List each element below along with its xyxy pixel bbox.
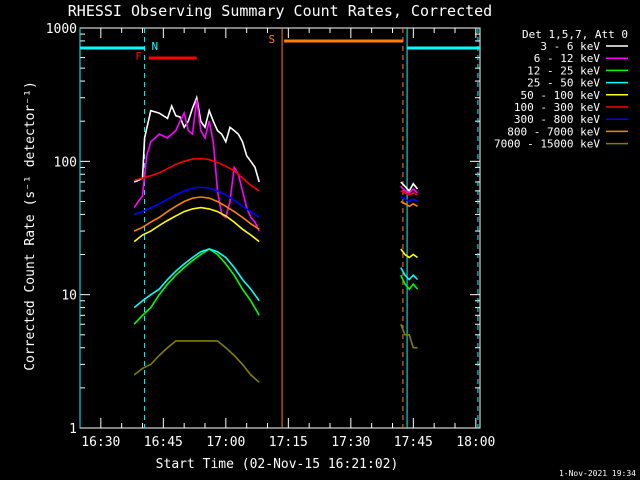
series-late-segment-1 (400, 185, 419, 194)
series-line-3 (133, 248, 260, 309)
series-group (133, 94, 419, 383)
x-axis-label: Start Time (02-Nov-15 16:21:02) (156, 457, 399, 472)
legend-entry-label: 6 - 12 keV (534, 52, 601, 65)
series-line-4 (133, 206, 260, 243)
x-tick-label: 17:30 (331, 435, 370, 450)
y-tick-label: 10 (61, 289, 77, 304)
series-late-segment-8 (400, 323, 418, 349)
legend-entry-label: 800 - 7000 keV (507, 125, 600, 138)
flag-label-n: N (151, 40, 158, 53)
x-tick-label: 18:00 (456, 435, 495, 450)
vertical-markers (79, 28, 479, 428)
legend-entry-label: 300 - 800 keV (514, 113, 600, 126)
series-late-segment-6 (400, 195, 418, 203)
series-late-segment-7 (400, 200, 418, 208)
legend-entry-label: 50 - 100 keV (521, 89, 601, 102)
x-axis: 16:30 16:45 17:00 17:15 17:30 17:45 18:00 (81, 28, 495, 450)
legend-entry-label: 7000 - 15000 keV (494, 138, 600, 151)
y-tick-label: 100 (54, 155, 77, 170)
legend-entry-label: 25 - 50 keV (527, 77, 600, 90)
series-late-segment-3 (400, 267, 419, 281)
series-late-segment-4 (400, 248, 418, 259)
series-line-0 (133, 94, 260, 183)
y-axis-label: Corrected Count Rate (s⁻¹ detector⁻¹) (23, 81, 38, 371)
series-line-1 (133, 99, 260, 232)
series-line-5 (133, 157, 260, 192)
x-tick-label: 16:30 (81, 435, 120, 450)
series-line-6 (133, 186, 260, 219)
chart-title: RHESSI Observing Summary Count Rates, Co… (68, 2, 492, 20)
x-tick-label: 17:00 (206, 435, 245, 450)
y-tick-label: 1000 (46, 22, 77, 37)
legend-title: Det 1,5,7, Att 0 (522, 28, 628, 41)
series-line-7 (133, 196, 260, 232)
x-tick-label: 17:15 (269, 435, 308, 450)
flag-label-f: F (135, 50, 142, 63)
series-line-8 (133, 340, 260, 383)
x-tick-label: 16:45 (144, 435, 183, 450)
series-late-segment-2 (400, 274, 419, 291)
flag-bars: NF S (80, 33, 480, 63)
timestamp: 1-Nov-2021 19:34 (559, 469, 636, 478)
legend-entry-label: 100 - 300 keV (514, 101, 600, 114)
series-late-segment-0 (400, 181, 419, 193)
series-late-segment-5 (400, 190, 418, 196)
y-axis: 1 10 100 1000 (46, 22, 480, 437)
flag-label-s: S (269, 33, 276, 46)
legend-entry-label: 12 - 25 keV (527, 64, 600, 77)
x-tick-label: 17:45 (394, 435, 433, 450)
series-line-2 (133, 248, 260, 325)
y-tick-label: 1 (69, 422, 77, 437)
legend-entry-label: 3 - 6 keV (540, 40, 600, 53)
